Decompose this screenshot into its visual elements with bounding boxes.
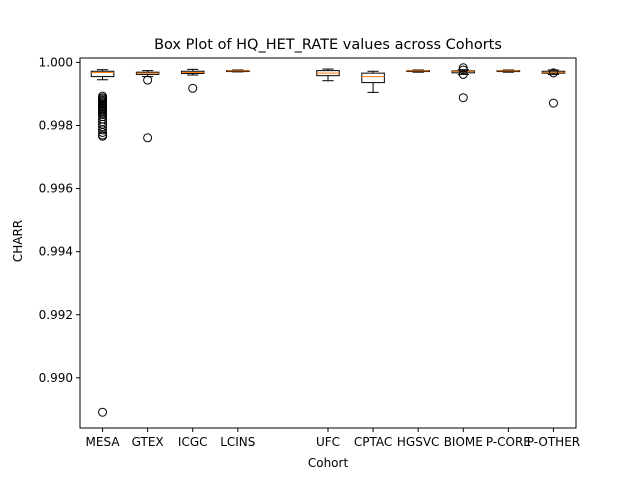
outlier-point	[143, 75, 153, 85]
outlier-point	[458, 65, 468, 75]
x-tick-label: HGSVC	[397, 435, 440, 449]
x-tick-label: CPTAC	[354, 435, 392, 449]
y-tick-label: 0.990	[39, 371, 73, 385]
y-tick-label: 0.998	[39, 119, 73, 133]
chart-title: Box Plot of HQ_HET_RATE values across Co…	[154, 37, 502, 53]
y-tick-label: 1.000	[39, 55, 73, 69]
x-axis-label: Cohort	[308, 456, 349, 470]
y-tick-label: 0.992	[39, 308, 73, 322]
outlier-point	[458, 93, 468, 103]
outlier-point	[98, 127, 108, 137]
x-tick-label: MESA	[86, 435, 121, 449]
y-tick-label: 0.994	[39, 245, 73, 259]
axes-frame	[79, 57, 577, 429]
x-tick-label: P-OTHER	[527, 435, 580, 449]
iqr-box	[361, 72, 385, 84]
y-tick-label: 0.996	[39, 182, 73, 196]
outlier-point	[98, 407, 108, 417]
outlier-point	[458, 69, 468, 79]
outlier-point	[188, 83, 198, 93]
outlier-point	[98, 125, 108, 135]
x-tick-label: P-CORE	[486, 435, 531, 449]
outlier-point	[458, 63, 468, 73]
outlier-point	[98, 131, 108, 141]
x-tick-label: GTEX	[132, 435, 164, 449]
y-axis-label: CHARR	[11, 220, 25, 262]
outlier-point	[143, 133, 153, 143]
x-tick-label: ICGC	[178, 435, 208, 449]
outlier-point	[98, 109, 108, 119]
x-tick-label: UFC	[316, 435, 340, 449]
iqr-box	[90, 70, 115, 78]
x-tick-label: LCINS	[220, 435, 255, 449]
plot-area: 0.990 0.992 0.994 0.996 0.998 1.000 MESA GTEX IC…	[39, 55, 580, 449]
outlier-point	[548, 68, 558, 78]
x-tick-label: BIOME	[444, 435, 483, 449]
outlier-point	[548, 98, 558, 108]
